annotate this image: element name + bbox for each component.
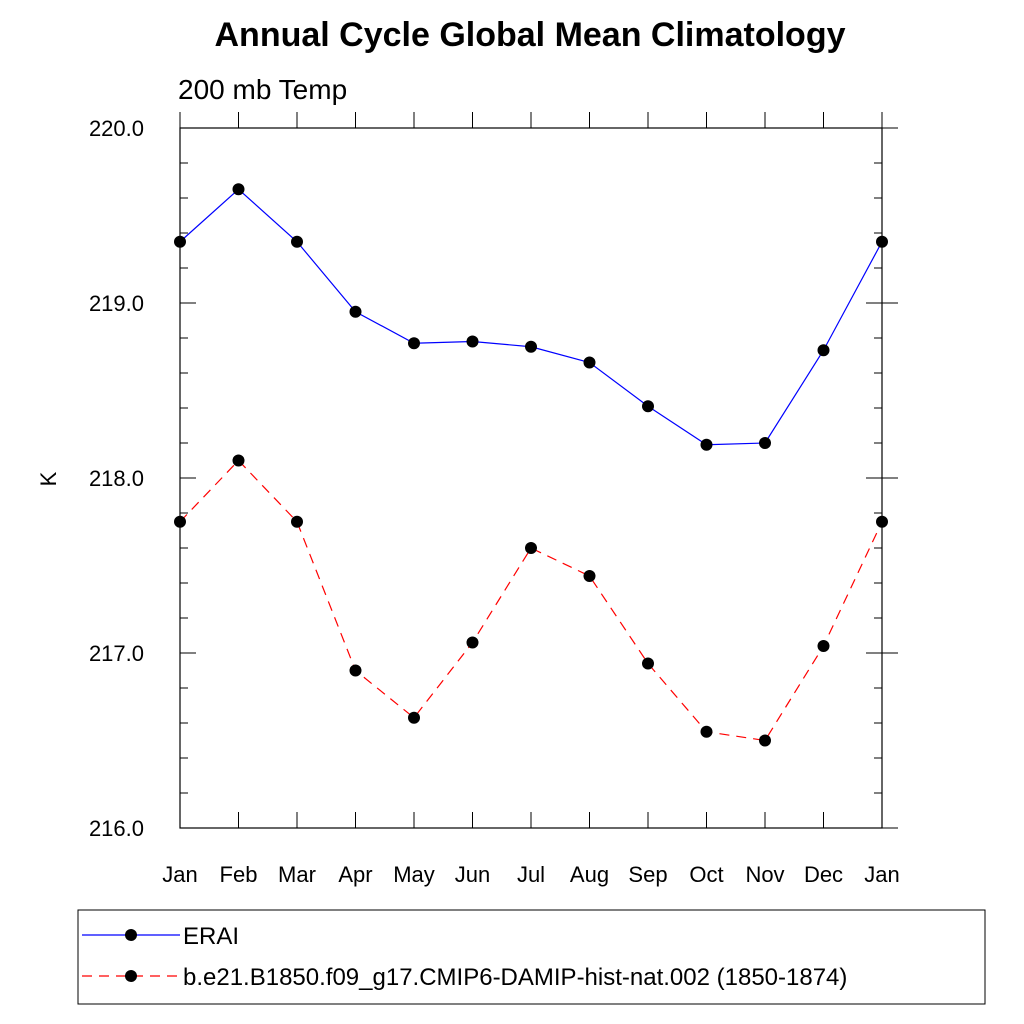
x-tick-label: Jun	[455, 862, 490, 887]
y-tick-label: 220.0	[89, 116, 144, 141]
y-tick-label: 216.0	[89, 816, 144, 841]
data-point-1	[700, 725, 713, 738]
plot-frame	[179, 127, 883, 829]
series-line-1	[179, 459, 883, 742]
x-tick-label: Mar	[278, 862, 316, 887]
x-axis: Jan Feb Mar Apr May Jun Jul Aug Sep Oct Nov Dec Jan	[162, 112, 900, 887]
data-point-1	[525, 542, 537, 554]
data-point-0	[876, 235, 888, 248]
series-line-0	[179, 188, 883, 446]
data-point-0	[174, 235, 186, 248]
data-point-1	[408, 711, 420, 724]
data-point-0	[349, 305, 362, 318]
chart-title: Annual Cycle Global Mean Climatology	[215, 16, 846, 54]
data-point-0	[817, 344, 830, 357]
data-point-0	[583, 356, 596, 369]
data-point-0	[525, 340, 537, 353]
data-point-1	[583, 570, 596, 582]
y-tick-label: 218.0	[89, 466, 144, 491]
data-point-1	[817, 640, 830, 652]
data-point-1	[174, 515, 186, 528]
x-tick-label: Feb	[220, 862, 258, 887]
plot-area	[174, 183, 888, 747]
legend-marker-erai	[125, 929, 137, 941]
y-axis: 216.0 217.0 218.0 219.0 220.0	[89, 116, 898, 841]
data-point-1	[291, 515, 303, 528]
data-point-1	[642, 657, 654, 670]
x-tick-label: Apr	[338, 862, 372, 887]
data-point-0	[759, 437, 771, 449]
data-point-1	[876, 515, 888, 528]
y-tick-label: 217.0	[89, 641, 144, 666]
chart-subtitle: 200 mb Temp	[178, 74, 347, 105]
y-axis-label: K	[36, 471, 61, 486]
y-tick-label: 219.0	[89, 291, 144, 316]
x-tick-label: Jul	[517, 862, 545, 887]
legend-marker-hist-nat	[125, 970, 137, 982]
data-point-0	[642, 400, 654, 413]
data-point-0	[466, 335, 479, 348]
data-point-0	[408, 337, 420, 350]
data-point-0	[232, 183, 245, 196]
data-point-0	[291, 235, 303, 248]
data-point-0	[700, 438, 713, 451]
legend-item-hist-nat: b.e21.B1850.f09_g17.CMIP6-DAMIP-hist-nat…	[82, 964, 847, 991]
legend-label-hist-nat: b.e21.B1850.f09_g17.CMIP6-DAMIP-hist-nat…	[183, 964, 847, 991]
legend-box	[77, 909, 986, 1005]
x-tick-label: Dec	[804, 862, 843, 887]
x-tick-label: Aug	[570, 862, 609, 887]
legend-label-erai: ERAI	[183, 923, 239, 950]
data-point-1	[349, 664, 362, 677]
data-point-1	[466, 636, 479, 649]
x-tick-label: Sep	[628, 862, 667, 887]
x-tick-label: Nov	[745, 862, 784, 887]
data-point-1	[759, 734, 771, 747]
x-tick-label: May	[393, 862, 435, 887]
x-tick-label: Oct	[689, 862, 723, 887]
x-tick-label: Jan	[162, 862, 197, 887]
legend-item-erai: ERAI	[82, 923, 239, 950]
data-point-1	[232, 454, 245, 467]
x-tick-label: Jan	[864, 862, 899, 887]
